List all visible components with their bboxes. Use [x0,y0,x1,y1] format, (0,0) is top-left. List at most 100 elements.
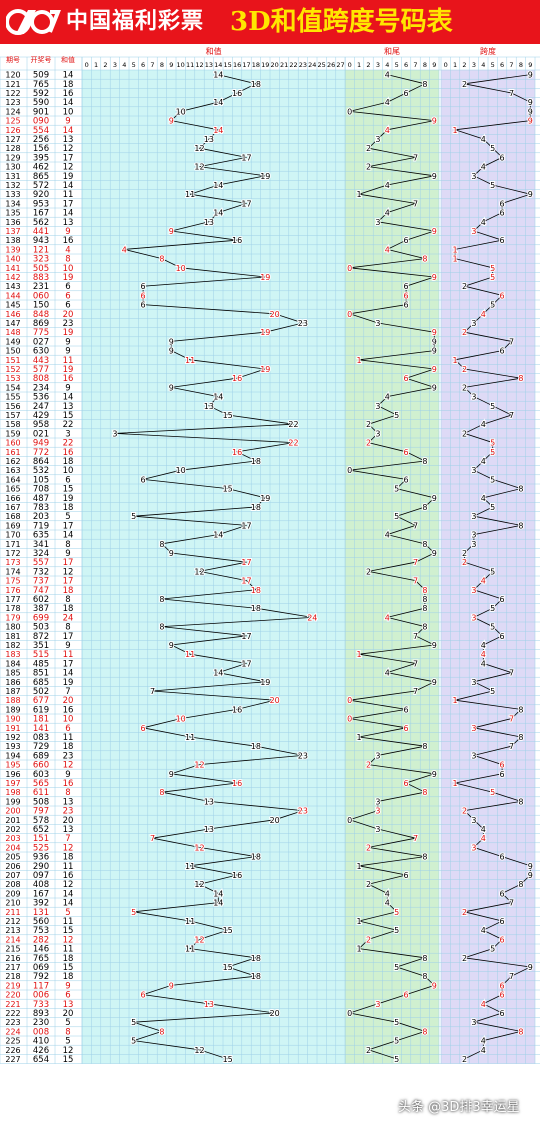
issue-cell: 170 [5,531,20,540]
sum-point-label: 16 [232,871,242,880]
issue-cell: 211 [5,908,20,917]
sum-cell: 16 [63,448,74,458]
span-point-label: 4 [481,577,486,586]
sum-cell: 18 [63,954,74,964]
sum-cell: 5 [65,512,70,522]
sum-cell: 11 [63,862,74,872]
tail-point-label: 7 [413,153,418,162]
sum-cell: 12 [63,935,74,945]
span-point-label: 1 [453,255,458,264]
span-point-label: 9 [528,117,533,126]
number-column-header: 开奖号 [31,55,52,64]
issue-cell: 169 [5,521,20,530]
tail-point-label: 0 [347,1009,352,1018]
issue-cell: 195 [5,761,20,770]
issue-cell: 126 [5,126,20,135]
number-cell: 426 [33,1046,49,1056]
sum-point-label: 18 [251,972,261,981]
sum-cell: 19 [63,273,74,283]
tail-point-label: 5 [394,512,399,521]
sum-point-label: 9 [169,117,174,126]
number-cell: 590 [33,98,49,108]
tail-point-label: 6 [404,448,409,457]
sum-cell: 22 [63,439,74,449]
tail-point-label: 9 [432,347,437,356]
tail-point-label: 3 [375,807,380,816]
tail-point-label: 1 [357,650,362,659]
sum-point-label: 19 [260,365,270,374]
sum-point-label: 16 [232,779,242,788]
tail-point-label: 2 [366,843,371,852]
sum-point-label: 12 [194,567,204,576]
sum-cell: 9 [65,347,70,357]
issue-cell: 135 [5,209,20,218]
tail-point-label: 3 [375,429,380,438]
issue-cell: 160 [5,439,20,448]
sum-cell: 8 [65,255,70,265]
number-cell: 562 [33,218,49,228]
issue-cell: 174 [5,567,20,576]
tail-point-label: 5 [394,1018,399,1027]
sum-cell: 18 [63,80,74,90]
span-point-label: 5 [490,788,495,797]
issue-cell: 124 [5,107,20,116]
tail-point-label: 6 [404,475,409,484]
number-cell: 864 [33,457,49,467]
tail-point-label: 2 [366,439,371,448]
issue-cell: 192 [5,733,20,742]
number-cell: 443 [33,356,49,366]
issue-cell: 158 [5,420,20,429]
sum-point-label: 13 [204,1000,214,1009]
sum-cell: 19 [63,494,74,504]
sum-point-label: 10 [176,264,186,273]
sum-cell: 15 [63,485,74,495]
span-point-label: 5 [490,181,495,190]
issue-cell: 131 [5,172,20,181]
number-cell: 869 [33,319,49,329]
tail-point-label: 4 [385,899,390,908]
span-point-label: 6 [500,153,505,162]
tail-point-label: 8 [422,954,427,963]
sum-point-label: 12 [194,843,204,852]
tail-point-label: 8 [422,788,427,797]
sum-cell: 15 [63,926,74,936]
number-cell: 654 [33,1055,49,1065]
sum-point-label: 14 [213,181,223,190]
span-point-label: 5 [490,623,495,632]
sum-point-label: 8 [159,623,164,632]
issue-cell: 205 [5,853,20,862]
tail-point-label: 1 [357,862,362,871]
sum-cell: 9 [65,337,70,347]
tail-point-label: 1 [357,356,362,365]
tail-point-label: 5 [394,908,399,917]
number-cell: 554 [33,126,49,136]
tail-point-label: 9 [432,365,437,374]
sum-point-label: 9 [169,383,174,392]
tail-point-label: 1 [357,733,362,742]
number-cell: 808 [33,374,49,384]
issue-cell: 128 [5,144,20,153]
sum-axis-tick: 17 [242,61,250,69]
span-point-label: 4 [481,1037,486,1046]
sum-point-label: 16 [232,374,242,383]
tail-point-label: 2 [366,420,371,429]
issue-cell: 180 [5,623,20,632]
issue-cell: 140 [5,255,20,264]
sum-axis-tick: 16 [233,61,241,69]
sum-point-label: 5 [131,908,136,917]
sum-point-label: 23 [298,807,308,816]
span-point-label: 2 [462,429,467,438]
number-cell: 883 [33,273,49,283]
tail-point-label: 7 [413,687,418,696]
sum-point-label: 14 [213,209,223,218]
sum-cell: 11 [63,945,74,955]
number-cell: 247 [33,402,49,412]
tail-point-label: 1 [357,945,362,954]
sum-cell: 19 [63,365,74,375]
sum-point-label: 16 [232,236,242,245]
sum-point-label: 18 [251,586,261,595]
issue-cell: 162 [5,457,20,466]
sum-point-label: 6 [141,475,146,484]
sum-point-label: 9 [169,337,174,346]
number-cell: 772 [33,448,49,458]
